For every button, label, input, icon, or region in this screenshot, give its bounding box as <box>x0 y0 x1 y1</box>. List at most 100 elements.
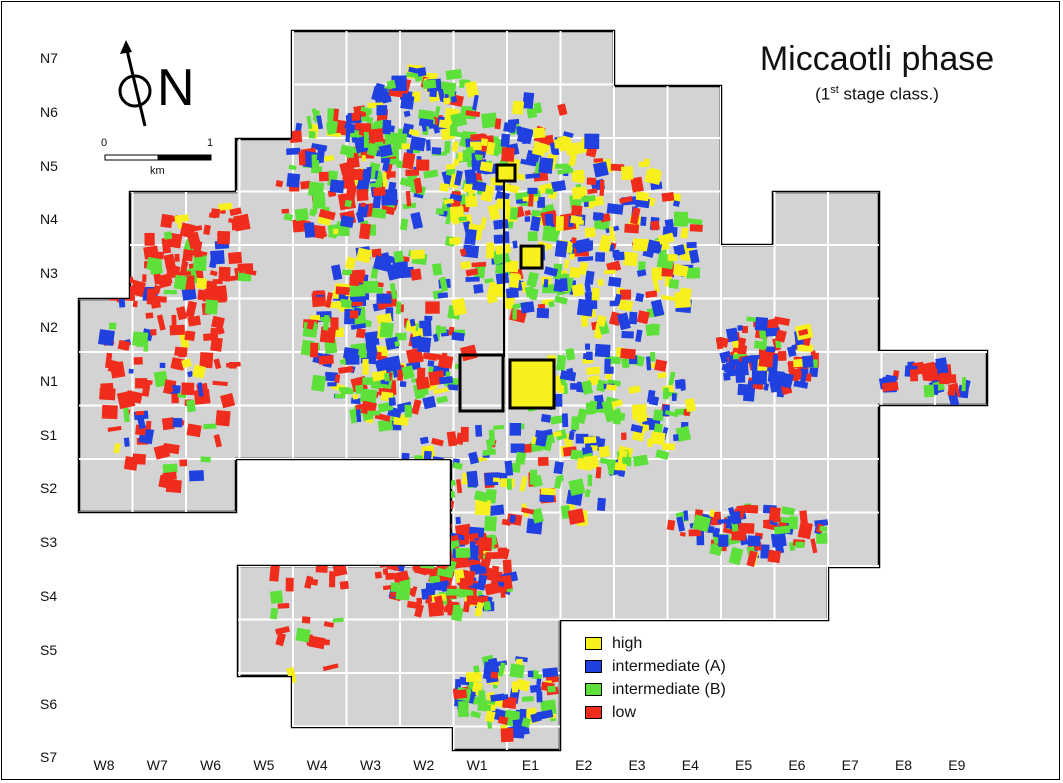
structure-polygon <box>881 381 899 392</box>
legend-swatch <box>585 660 602 673</box>
structure-polygon <box>535 434 548 447</box>
structure-polygon <box>773 316 791 326</box>
structure-polygon <box>401 143 412 150</box>
structure-polygon <box>617 312 631 331</box>
structure-polygon <box>187 370 194 378</box>
structure-polygon <box>747 535 761 547</box>
structure-polygon <box>527 187 538 195</box>
structure-polygon <box>470 710 482 719</box>
structure-polygon <box>536 674 543 679</box>
structure-polygon <box>570 449 583 461</box>
structure-polygon <box>399 177 412 187</box>
subtitle-sup: st <box>830 84 839 96</box>
structure-polygon <box>425 139 431 151</box>
scale-unit-label: km <box>150 165 165 177</box>
structure-polygon <box>591 455 598 464</box>
structure-polygon <box>473 490 490 503</box>
structure-polygon <box>606 203 624 215</box>
structure-polygon <box>324 371 339 382</box>
structure-polygon <box>604 358 611 374</box>
structure-polygon <box>576 457 588 470</box>
structure-polygon <box>306 319 315 330</box>
structure-polygon <box>165 479 182 494</box>
structure-polygon <box>136 341 144 348</box>
structure-polygon <box>439 276 449 292</box>
structure-polygon <box>568 430 575 441</box>
structure-polygon <box>339 298 353 309</box>
structure-polygon <box>586 177 597 186</box>
structure-polygon <box>543 279 549 288</box>
structure-polygon <box>226 361 241 368</box>
structure-polygon <box>660 294 677 302</box>
structure-polygon <box>421 588 429 600</box>
structure-polygon <box>635 329 643 343</box>
structure-polygon <box>322 314 330 331</box>
structure-polygon <box>621 330 634 339</box>
structure-polygon <box>760 327 768 342</box>
structure-polygon <box>402 536 413 543</box>
structure-polygon <box>228 251 243 265</box>
structure-polygon <box>437 354 454 369</box>
structure-polygon <box>349 273 360 287</box>
structure-polygon <box>795 541 805 549</box>
structure-polygon <box>770 532 787 548</box>
structure-polygon <box>798 328 809 337</box>
structure-polygon <box>269 565 280 582</box>
structure-polygon <box>758 351 774 368</box>
structure-polygon <box>159 362 166 368</box>
structure-polygon <box>113 442 121 454</box>
structure-polygon <box>560 504 572 520</box>
structure-polygon <box>553 461 564 475</box>
structure-polygon <box>438 550 447 558</box>
structure-polygon <box>544 213 554 227</box>
structure-polygon <box>439 81 457 96</box>
structure-polygon <box>557 168 574 175</box>
structure-polygon <box>329 179 345 194</box>
structure-polygon <box>673 244 686 257</box>
structure-polygon <box>436 395 448 404</box>
structure-polygon <box>172 417 183 428</box>
structure-polygon <box>184 330 196 341</box>
structure-polygon <box>455 516 461 525</box>
structure-polygon <box>791 344 798 351</box>
structure-polygon <box>163 289 177 295</box>
structure-polygon <box>583 436 597 444</box>
structure-polygon <box>187 315 202 327</box>
structure-polygon <box>601 399 614 415</box>
column-label: W7 <box>146 757 168 773</box>
structure-polygon <box>628 311 638 325</box>
structure-polygon <box>417 336 432 353</box>
legend-item: intermediate (A) <box>585 655 726 678</box>
structure-polygon <box>382 551 388 567</box>
structure-polygon <box>624 223 640 234</box>
structure-polygon <box>233 213 251 232</box>
structure-polygon <box>454 170 463 186</box>
structure-polygon <box>465 672 482 682</box>
structure-polygon <box>620 289 632 300</box>
structure-polygon <box>370 166 376 179</box>
column-label: E1 <box>521 757 539 773</box>
structure-polygon <box>401 452 410 464</box>
structure-polygon <box>620 165 634 181</box>
structure-polygon <box>192 364 206 379</box>
structure-polygon <box>528 193 534 207</box>
structure-polygon <box>384 355 402 373</box>
structure-polygon <box>422 79 437 90</box>
structure-polygon <box>451 214 460 225</box>
structure-polygon <box>452 461 463 470</box>
structure-polygon <box>400 218 409 231</box>
structure-polygon <box>277 603 290 609</box>
structure-polygon <box>379 322 394 339</box>
structure-polygon <box>396 160 404 169</box>
structure-polygon <box>300 180 311 190</box>
structure-polygon <box>816 532 828 544</box>
structure-polygon <box>150 251 164 260</box>
structure-polygon <box>444 140 451 154</box>
structure-polygon <box>738 337 747 349</box>
structure-polygon <box>684 397 697 413</box>
structure-polygon <box>311 374 326 392</box>
structure-polygon <box>563 259 570 269</box>
structure-polygon <box>310 342 319 358</box>
structure-polygon <box>422 395 437 410</box>
structure-polygon <box>471 180 487 192</box>
